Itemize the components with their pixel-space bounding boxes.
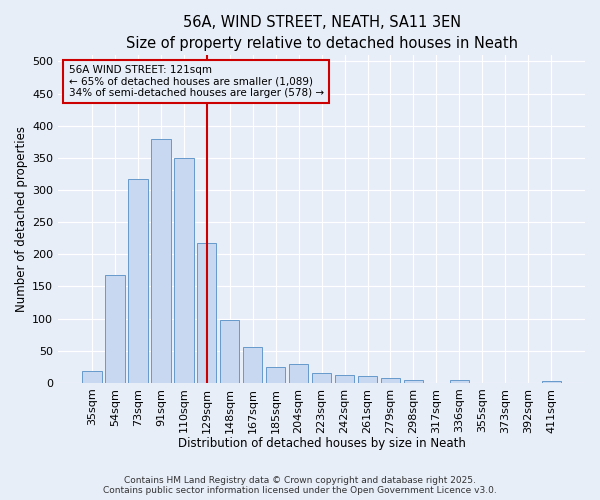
Bar	[197, 242, 217, 383]
Bar	[449, 380, 469, 383]
Bar	[335, 375, 355, 383]
Bar	[542, 381, 561, 383]
Text: Contains HM Land Registry data © Crown copyright and database right 2025.
Contai: Contains HM Land Registry data © Crown c…	[103, 476, 497, 495]
Bar	[220, 320, 239, 383]
Y-axis label: Number of detached properties: Number of detached properties	[15, 126, 28, 312]
Bar	[243, 348, 262, 383]
Bar	[381, 378, 400, 383]
Bar	[404, 380, 423, 383]
X-axis label: Distribution of detached houses by size in Neath: Distribution of detached houses by size …	[178, 437, 466, 450]
Bar	[128, 179, 148, 383]
Text: 56A WIND STREET: 121sqm
← 65% of detached houses are smaller (1,089)
34% of semi: 56A WIND STREET: 121sqm ← 65% of detache…	[68, 65, 324, 98]
Bar	[174, 158, 194, 383]
Bar	[289, 364, 308, 383]
Bar	[82, 372, 101, 383]
Bar	[358, 376, 377, 383]
Bar	[105, 275, 125, 383]
Bar	[151, 138, 170, 383]
Bar	[266, 367, 286, 383]
Bar	[312, 373, 331, 383]
Title: 56A, WIND STREET, NEATH, SA11 3EN
Size of property relative to detached houses i: 56A, WIND STREET, NEATH, SA11 3EN Size o…	[125, 15, 518, 51]
